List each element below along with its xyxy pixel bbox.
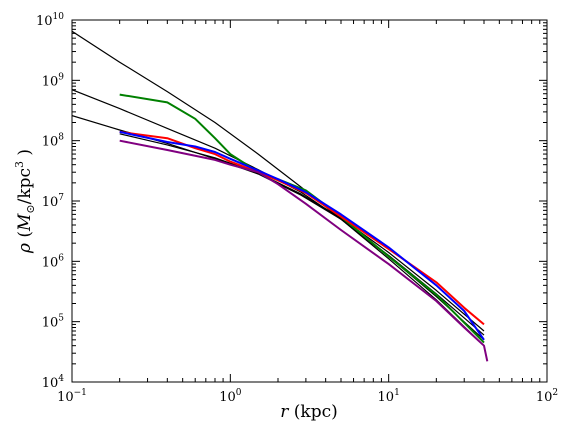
y-tick-base: 10 — [42, 255, 59, 270]
x-tick-label: 10−1 — [57, 388, 87, 405]
x-tick-base: 10 — [57, 390, 74, 405]
y-tick-label: 104 — [42, 374, 65, 391]
x-tick-exponent: −1 — [74, 388, 87, 398]
y-axis-title: ρ (M⊙/kpc3 ) — [13, 149, 37, 254]
y-tick-exponent: 9 — [58, 72, 64, 82]
x-tick-labels: 10−1 100 101 102 — [57, 388, 558, 405]
y-tick-label: 105 — [42, 314, 65, 331]
series-line-8 — [119, 139, 489, 362]
axis-ticks — [71, 19, 548, 383]
y-axis-symbol: ρ — [15, 243, 35, 254]
x-tick-exponent: 0 — [236, 388, 242, 398]
y-tick-label: 108 — [42, 133, 65, 150]
y-axis-open: ( — [15, 231, 35, 243]
y-tick-base: 10 — [42, 135, 59, 150]
x-tick-base: 10 — [219, 390, 236, 405]
series-line-4 — [119, 133, 485, 332]
y-axis-power: 3 — [13, 161, 26, 168]
x-tick-base: 10 — [378, 390, 395, 405]
y-tick-label: 106 — [42, 253, 65, 270]
y-tick-exponent: 10 — [53, 12, 65, 22]
y-tick-exponent: 7 — [58, 193, 64, 203]
x-axis-symbol: r — [280, 402, 289, 422]
y-tick-base: 10 — [42, 74, 59, 89]
y-tick-exponent: 4 — [58, 374, 64, 384]
series-line-1 — [72, 30, 485, 347]
y-tick-base: 10 — [42, 316, 59, 331]
x-tick-exponent: 1 — [394, 388, 400, 398]
y-axis-mass: M — [15, 213, 35, 232]
y-tick-base: 10 — [42, 195, 59, 210]
x-tick-label: 101 — [378, 388, 400, 405]
x-tick-label: 102 — [536, 388, 558, 405]
y-tick-label: 109 — [42, 72, 65, 89]
y-tick-label: 1010 — [36, 12, 64, 29]
series-line-7 — [119, 130, 485, 341]
y-tick-base: 10 — [36, 14, 53, 29]
y-axis-solar: ⊙ — [24, 204, 37, 213]
plot-frame — [71, 19, 548, 383]
x-tick-base: 10 — [536, 390, 553, 405]
data-series — [72, 30, 489, 362]
y-tick-base: 10 — [42, 376, 59, 391]
y-tick-exponent: 6 — [58, 253, 64, 263]
y-tick-label: 107 — [42, 193, 65, 210]
y-tick-exponent: 8 — [58, 133, 64, 143]
x-tick-exponent: 2 — [552, 388, 558, 398]
x-tick-label: 100 — [219, 388, 242, 405]
y-axis-close: ) — [15, 149, 35, 161]
x-axis-unit: (kpc) — [288, 402, 337, 422]
y-axis-unit: /kpc — [15, 168, 35, 204]
y-tick-exponent: 5 — [58, 314, 64, 324]
x-axis-title: r (kpc) — [280, 402, 338, 422]
